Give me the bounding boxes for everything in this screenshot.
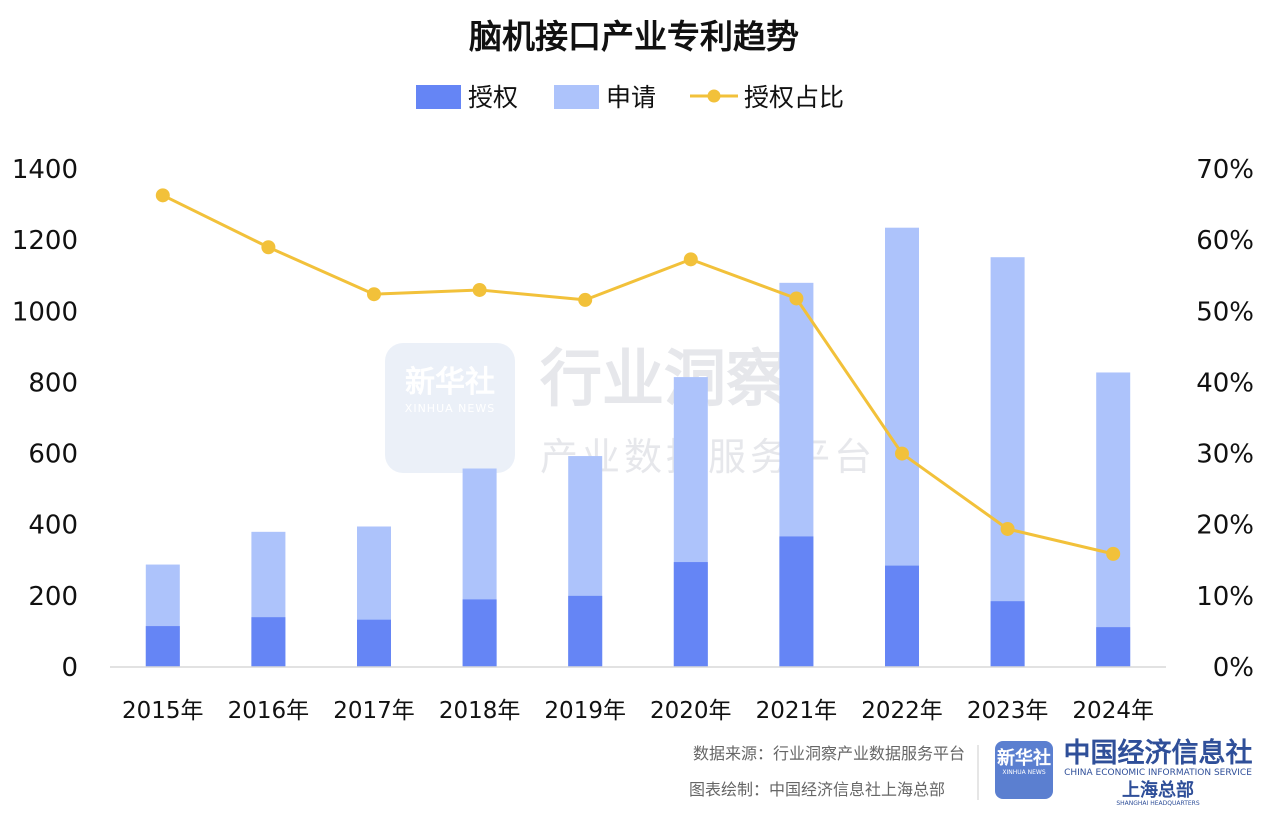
bar-applied xyxy=(990,257,1025,667)
ratio-point xyxy=(472,282,487,297)
left-tick-label: 1400 xyxy=(12,155,78,185)
left-tick-label: 400 xyxy=(28,511,78,541)
bar-granted xyxy=(568,595,603,667)
left-tick-label: 800 xyxy=(28,368,78,398)
right-tick-label: 50% xyxy=(1196,297,1254,327)
left-tick-label: 0 xyxy=(61,653,78,683)
x-tick-label: 2015年 xyxy=(122,698,204,724)
ratio-point xyxy=(683,252,698,267)
right-tick-label: 0% xyxy=(1213,653,1254,683)
x-tick-label: 2020年 xyxy=(650,698,732,724)
left-tick-label: 1200 xyxy=(12,226,78,256)
ratio-point xyxy=(789,291,804,306)
legend-label-granted: 授权 xyxy=(468,83,518,112)
x-axis: 2015年 2016年 2017年 2018年 2019年 2020年 2021年 2022年… xyxy=(122,698,1154,724)
left-tick-label: 1000 xyxy=(12,297,78,327)
legend-marker-ratio xyxy=(707,89,721,103)
bar-granted xyxy=(145,626,180,667)
bar-granted xyxy=(462,599,497,667)
watermark-logo-box xyxy=(385,343,515,473)
ratio-point xyxy=(578,292,593,307)
right-tick-label: 70% xyxy=(1196,155,1254,185)
credit-line: 图表绘制：中国经济信息社上海总部 xyxy=(689,780,945,799)
brand-english: CHINA ECONOMIC INFORMATION SERVICE xyxy=(1064,768,1252,778)
bar-granted xyxy=(251,617,286,667)
x-tick-label: 2021年 xyxy=(756,698,838,724)
legend: 授权 申请 授权占比 xyxy=(416,83,844,112)
legend-label-ratio: 授权占比 xyxy=(744,83,844,112)
ratio-line-series xyxy=(155,188,1121,561)
ratio-point xyxy=(155,188,170,203)
left-tick-label: 200 xyxy=(28,582,78,612)
right-tick-label: 20% xyxy=(1196,511,1254,541)
left-tick-label: 600 xyxy=(28,440,78,470)
ratio-point xyxy=(1000,521,1015,536)
right-tick-label: 40% xyxy=(1196,368,1254,398)
footer-logo-text: 新华社 xyxy=(997,747,1051,769)
source-line: 数据来源：行业洞察产业数据服务平台 xyxy=(693,744,965,763)
ratio-point xyxy=(1106,546,1121,561)
x-tick-label: 2018年 xyxy=(439,698,521,724)
ratio-point xyxy=(367,287,381,302)
watermark-logo-subtext: XINHUA NEWS xyxy=(405,402,495,415)
chart-title: 脑机接口产业专利趋势 xyxy=(469,17,799,56)
footer-logo-subtext: XINHUA NEWS xyxy=(1002,769,1045,776)
x-tick-label: 2024年 xyxy=(1072,698,1154,724)
brand-branch: 上海总部 xyxy=(1122,779,1194,801)
left-axis: 0 200 400 600 800 1000 1200 1400 xyxy=(12,155,78,683)
bar-granted xyxy=(990,601,1025,667)
x-tick-label: 2017年 xyxy=(333,698,415,724)
bar-granted xyxy=(357,619,391,667)
brand-name: 中国经济信息社 xyxy=(1064,737,1253,769)
right-axis: 0% 10% 20% 30% 40% 50% 60% 70% xyxy=(1196,155,1254,683)
x-tick-label: 2023年 xyxy=(967,698,1049,724)
bar-granted xyxy=(779,536,814,667)
x-tick-label: 2019年 xyxy=(544,698,626,724)
right-tick-label: 10% xyxy=(1196,582,1254,612)
bar-granted xyxy=(1096,627,1131,667)
bar-granted xyxy=(885,565,919,667)
legend-swatch-applied xyxy=(554,85,599,109)
ratio-point xyxy=(895,446,909,461)
bar-applied xyxy=(1096,372,1131,667)
watermark-logo-text: 新华社 xyxy=(405,365,495,400)
right-tick-label: 30% xyxy=(1196,440,1254,470)
footer-logo-box xyxy=(995,741,1053,799)
x-tick-label: 2022年 xyxy=(861,698,943,724)
bar-granted xyxy=(673,562,708,667)
legend-swatch-granted xyxy=(416,85,461,109)
ratio-line xyxy=(162,193,1114,556)
bars xyxy=(145,227,1131,667)
ratio-point xyxy=(261,240,276,255)
brand-branch-english: SHANGHAI HEADQUARTERS xyxy=(1116,800,1199,807)
x-tick-label: 2016年 xyxy=(228,698,310,724)
footer: 数据来源：行业洞察产业数据服务平台 图表绘制：中国经济信息社上海总部 新华社 X… xyxy=(689,737,1253,807)
legend-label-applied: 申请 xyxy=(606,83,656,112)
right-tick-label: 60% xyxy=(1196,226,1254,256)
watermark-main-text: 行业洞察 xyxy=(540,342,788,415)
